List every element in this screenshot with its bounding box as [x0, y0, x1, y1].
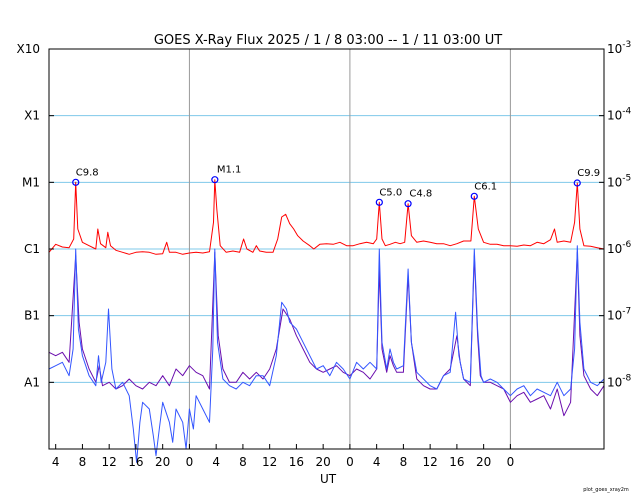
x-tick-label: 16 — [449, 455, 464, 469]
day-boundary-lines — [188, 49, 511, 449]
x-axis-ticks: 4 8 12 16 20 0 4 8 12 16 20 0 4 8 12 16 20 0 — [52, 444, 514, 469]
y-left-label: X10 — [17, 42, 41, 56]
flare-markers: C9.8 M1.1 C5.0 C4.8 C6.1 C9.9 — [72, 165, 600, 208]
y-right-label: 10-5 — [607, 173, 631, 189]
x-tick-label: 0 — [346, 455, 354, 469]
y-axis-left-labels: A1 B1 C1 M1 X1 X10 — [17, 42, 54, 389]
x-tick-label: 12 — [423, 455, 438, 469]
series-line — [48, 251, 605, 417]
flare-label: C9.9 — [577, 168, 600, 179]
flare-marker — [470, 192, 478, 200]
footer-credit: plot_goes_xray2m — [583, 487, 629, 493]
x-tick-label: 4 — [52, 455, 60, 469]
x-tick-label: 12 — [262, 455, 277, 469]
x-tick-label: 4 — [212, 455, 220, 469]
flare-label: C5.0 — [379, 187, 402, 198]
y-right-label: 10-8 — [607, 373, 632, 389]
chart-title: GOES X-Ray Flux 2025 / 1 / 8 03:00 -- 1 … — [154, 33, 502, 48]
flare-label: M1.1 — [217, 165, 242, 176]
x-tick-label: 8 — [239, 455, 247, 469]
x-tick-label: 20 — [476, 455, 491, 469]
y-right-label: 10-3 — [607, 40, 631, 56]
x-tick-label: 8 — [79, 455, 87, 469]
x-tick-label: 20 — [316, 455, 331, 469]
y-left-label: C1 — [24, 242, 40, 256]
series-lines — [48, 179, 605, 463]
x-tick-label: 16 — [289, 455, 304, 469]
flare-marker — [573, 179, 581, 187]
x-tick-label: 4 — [373, 455, 381, 469]
x-tick-label: 16 — [128, 455, 143, 469]
flare-label: C4.8 — [409, 189, 432, 200]
y-left-label: M1 — [22, 175, 40, 189]
series-line — [48, 179, 605, 255]
grid-lines — [49, 115, 604, 383]
y-right-label: 10-7 — [607, 307, 631, 323]
y-left-label: X1 — [24, 109, 40, 123]
x-tick-label: 0 — [186, 455, 194, 469]
y-right-label: 10-6 — [607, 240, 632, 256]
flare-marker — [211, 176, 219, 184]
y-left-label: B1 — [24, 309, 40, 323]
y-left-label: A1 — [24, 375, 40, 389]
series-line — [48, 245, 605, 463]
y-right-label: 10-4 — [607, 107, 632, 123]
x-tick-label: 8 — [400, 455, 408, 469]
x-tick-label: 20 — [155, 455, 170, 469]
flare-marker — [375, 198, 383, 206]
x-tick-label: 0 — [507, 455, 515, 469]
flare-label: C9.8 — [76, 167, 99, 178]
y-axis-right-labels: 10-8 10-7 10-6 10-5 10-4 10-3 — [599, 40, 632, 389]
flare-marker — [72, 178, 80, 186]
x-tick-label: 12 — [102, 455, 117, 469]
flare-label: C6.1 — [474, 181, 497, 192]
x-axis-label: UT — [320, 472, 337, 486]
flare-marker — [404, 200, 412, 208]
